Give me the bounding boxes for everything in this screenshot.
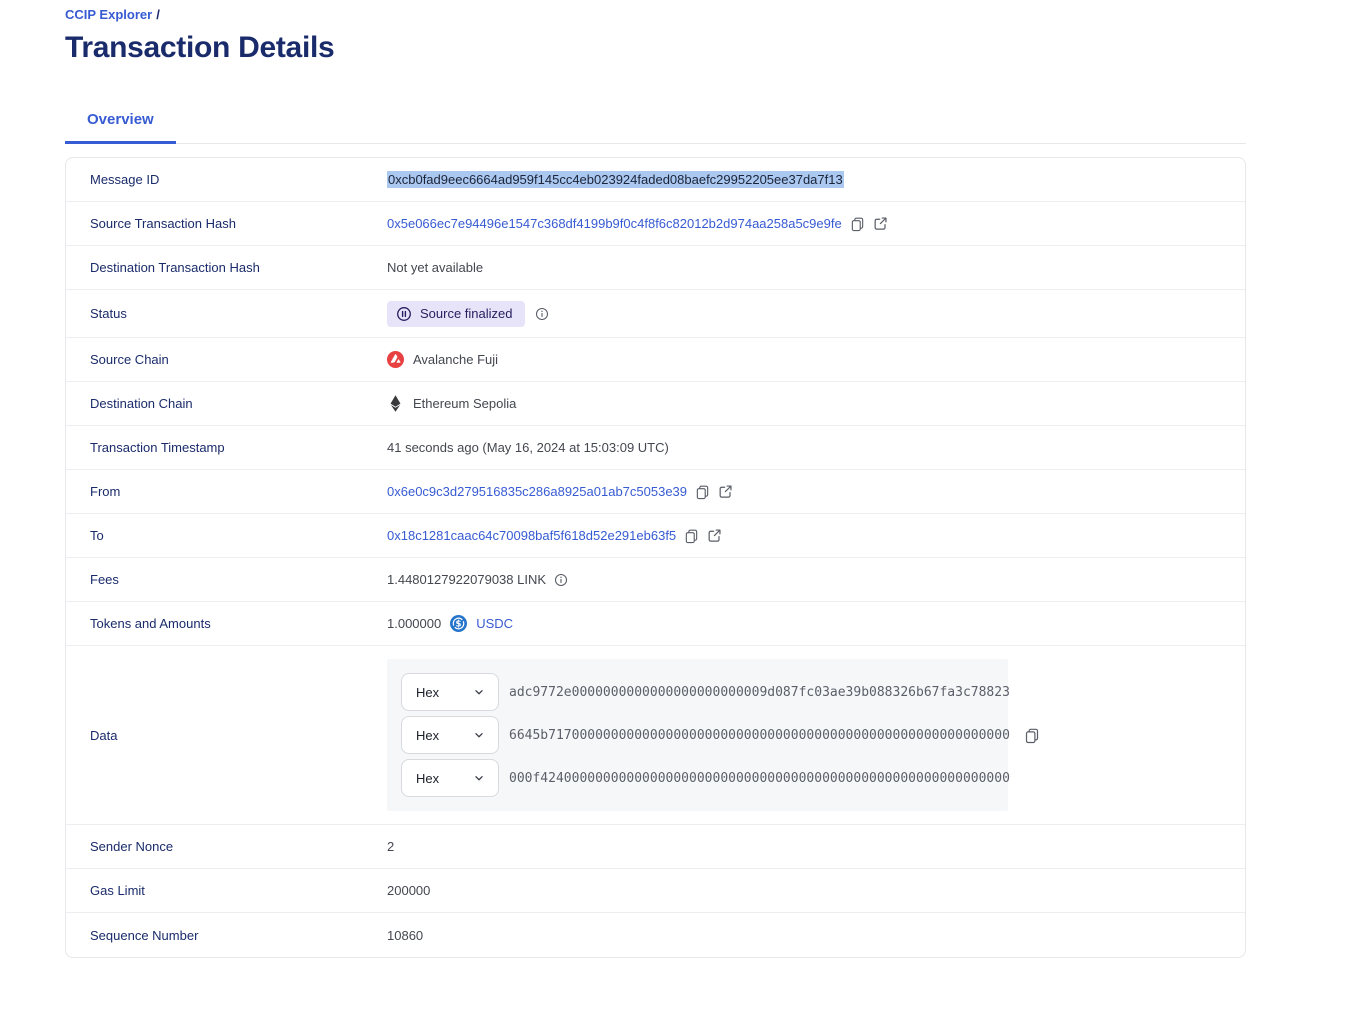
tab-bar: Overview bbox=[65, 105, 1246, 144]
hex-format-selected: Hex bbox=[416, 770, 440, 786]
destination-transaction-hash-value: Not yet available bbox=[387, 260, 484, 275]
destination-chain-value: Ethereum Sepolia bbox=[413, 396, 517, 411]
to-label: To bbox=[90, 528, 104, 543]
data-line: Hex adc9772e0000000000000000000000009d08… bbox=[401, 673, 1010, 711]
source-transaction-hash-label: Source Transaction Hash bbox=[90, 216, 236, 231]
breadcrumb-separator: / bbox=[156, 7, 160, 22]
row-to: To 0x18c1281caac64c70098baf5f618d52e291e… bbox=[66, 514, 1245, 558]
svg-text:$: $ bbox=[456, 619, 462, 629]
sequence-number-label: Sequence Number bbox=[90, 927, 199, 943]
from-address-link[interactable]: 0x6e0c9c3d279516835c286a8925a01ab7c5053e… bbox=[387, 484, 688, 499]
data-hex-value: 000f424000000000000000000000000000000000… bbox=[509, 770, 1010, 786]
destination-chain-label: Destination Chain bbox=[90, 396, 193, 411]
data-hex-value: 6645b71700000000000000000000000000000000… bbox=[509, 727, 1010, 743]
row-data: Data Hex adc9772e00000000000000000000000… bbox=[66, 646, 1245, 825]
row-source-chain: Source Chain Avalanche Fuji bbox=[66, 338, 1245, 382]
data-line: Hex 6645b7170000000000000000000000000000… bbox=[401, 716, 1010, 754]
info-icon[interactable] bbox=[535, 307, 549, 321]
row-tokens-and-amounts: Tokens and Amounts 1.000000 $ USDC bbox=[66, 602, 1245, 646]
breadcrumb-ccip-explorer-link[interactable]: CCIP Explorer bbox=[65, 7, 153, 22]
sender-nonce-label: Sender Nonce bbox=[90, 839, 174, 854]
row-destination-transaction-hash: Destination Transaction Hash Not yet ava… bbox=[66, 246, 1245, 290]
token-symbol-link[interactable]: USDC bbox=[476, 616, 514, 631]
hex-format-selected: Hex bbox=[416, 727, 440, 743]
data-hex-panel: Hex adc9772e0000000000000000000000009d08… bbox=[387, 659, 1010, 811]
external-link-icon[interactable] bbox=[718, 484, 733, 499]
source-chain-label: Source Chain bbox=[90, 352, 169, 367]
fees-value: 1.4480127922079038 LINK bbox=[387, 572, 547, 587]
message-id-value: 0xcb0fad9eec6664ad959f145cc4eb023924fade… bbox=[387, 171, 844, 188]
tab-overview[interactable]: Overview bbox=[65, 105, 176, 144]
row-transaction-timestamp: Transaction Timestamp 41 seconds ago (Ma… bbox=[66, 426, 1245, 470]
data-hex-value: adc9772e0000000000000000000000009d087fc0… bbox=[509, 684, 1010, 700]
page-header: CCIP Explorer / Transaction Details bbox=[65, 7, 1354, 65]
row-source-transaction-hash: Source Transaction Hash 0x5e066ec7e94496… bbox=[66, 202, 1245, 246]
external-link-icon[interactable] bbox=[707, 528, 722, 543]
row-destination-chain: Destination Chain Ethereum Sepolia bbox=[66, 382, 1245, 426]
from-label: From bbox=[90, 484, 121, 499]
status-badge-text: Source finalized bbox=[420, 306, 513, 321]
row-gas-limit: Gas Limit 200000 bbox=[66, 869, 1245, 913]
token-amount-value: 1.000000 bbox=[387, 616, 442, 631]
transaction-details-table: Message ID 0xcb0fad9eec6664ad959f145cc4e… bbox=[65, 157, 1246, 958]
destination-transaction-hash-label: Destination Transaction Hash bbox=[90, 260, 260, 275]
row-status: Status Source finalized bbox=[66, 290, 1245, 338]
sender-nonce-value: 2 bbox=[387, 839, 395, 854]
hex-format-select[interactable]: Hex bbox=[401, 673, 499, 711]
row-sequence-number: Sequence Number 10860 bbox=[66, 913, 1245, 957]
data-label: Data bbox=[90, 727, 118, 743]
external-link-icon[interactable] bbox=[873, 216, 888, 231]
chevron-down-icon bbox=[472, 771, 486, 785]
chevron-down-icon bbox=[472, 728, 486, 742]
hex-format-selected: Hex bbox=[416, 684, 440, 700]
chevron-down-icon bbox=[472, 685, 486, 699]
status-label: Status bbox=[90, 306, 127, 321]
data-line: Hex 000f42400000000000000000000000000000… bbox=[401, 759, 1010, 797]
info-icon[interactable] bbox=[554, 573, 568, 587]
row-from: From 0x6e0c9c3d279516835c286a8925a01ab7c… bbox=[66, 470, 1245, 514]
transaction-timestamp-value: 41 seconds ago (May 16, 2024 at 15:03:09… bbox=[387, 440, 669, 455]
gas-limit-value: 200000 bbox=[387, 883, 431, 898]
message-id-label: Message ID bbox=[90, 172, 160, 187]
breadcrumb: CCIP Explorer / bbox=[65, 7, 1354, 22]
hex-format-select[interactable]: Hex bbox=[401, 716, 499, 754]
copy-icon[interactable] bbox=[850, 216, 865, 232]
fees-label: Fees bbox=[90, 572, 119, 587]
ethereum-icon bbox=[387, 395, 404, 412]
hex-format-select[interactable]: Hex bbox=[401, 759, 499, 797]
row-fees: Fees 1.4480127922079038 LINK bbox=[66, 558, 1245, 602]
copy-icon[interactable] bbox=[695, 484, 710, 500]
to-address-link[interactable]: 0x18c1281caac64c70098baf5f618d52e291eb63… bbox=[387, 528, 677, 543]
source-chain-value: Avalanche Fuji bbox=[413, 352, 499, 367]
row-message-id: Message ID 0xcb0fad9eec6664ad959f145cc4e… bbox=[66, 158, 1245, 202]
tokens-and-amounts-label: Tokens and Amounts bbox=[90, 616, 211, 631]
avalanche-icon bbox=[387, 351, 404, 368]
status-pause-circle-icon bbox=[396, 306, 412, 322]
status-badge: Source finalized bbox=[387, 300, 525, 327]
usdc-icon: $ bbox=[450, 615, 468, 632]
copy-icon[interactable] bbox=[1024, 727, 1040, 744]
page-title: Transaction Details bbox=[65, 31, 335, 64]
sequence-number-value: 10860 bbox=[387, 927, 424, 943]
gas-limit-label: Gas Limit bbox=[90, 883, 145, 898]
source-transaction-hash-link[interactable]: 0x5e066ec7e94496e1547c368df4199b9f0c4f8f… bbox=[387, 216, 842, 231]
transaction-timestamp-label: Transaction Timestamp bbox=[90, 440, 225, 455]
row-sender-nonce: Sender Nonce 2 bbox=[66, 825, 1245, 869]
copy-icon[interactable] bbox=[684, 528, 699, 544]
